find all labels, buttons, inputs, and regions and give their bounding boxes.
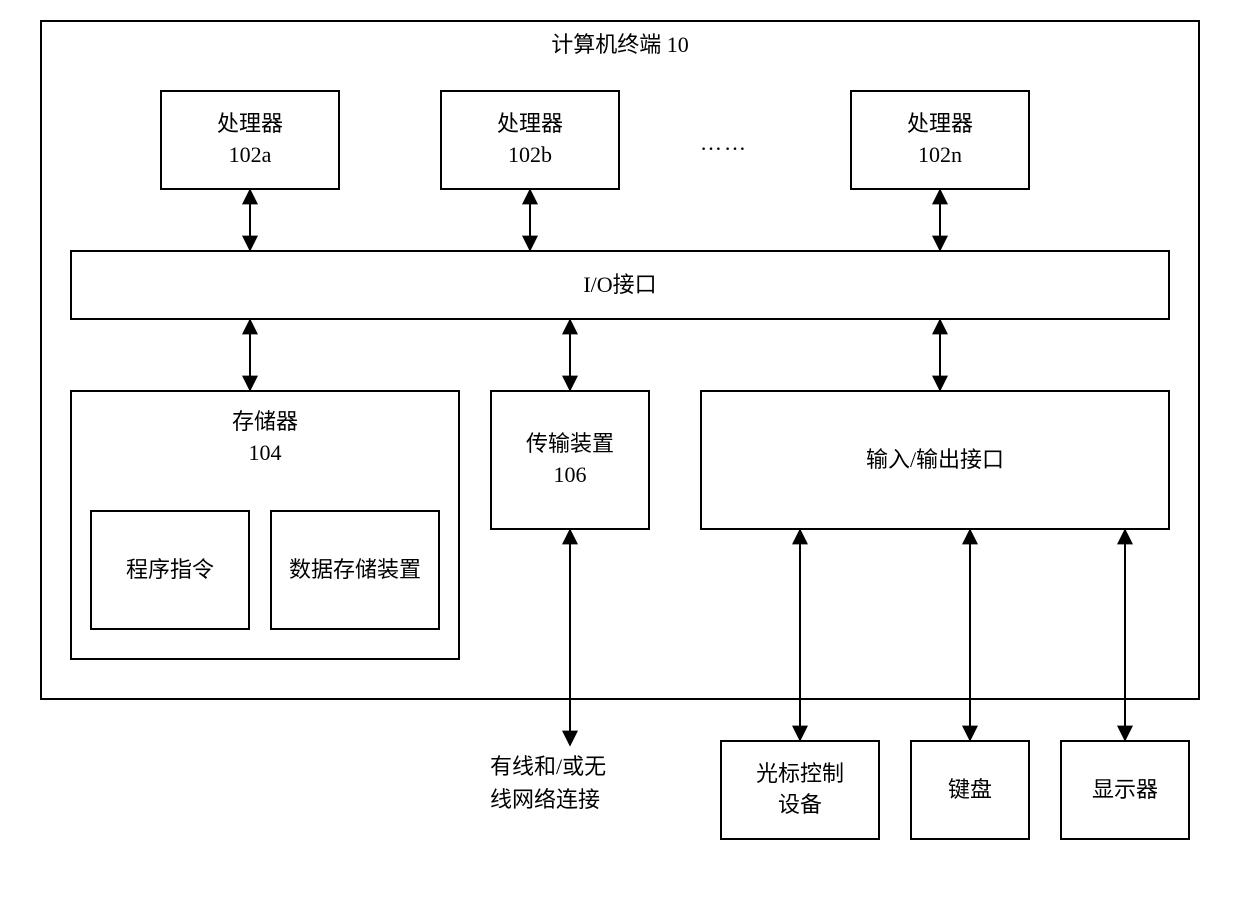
cursor-control-device: 光标控制 设备: [720, 740, 880, 840]
data-storage-label: 数据存储装置: [289, 555, 421, 586]
transmission-device-id: 106: [554, 460, 587, 491]
display: 显示器: [1060, 740, 1190, 840]
processor-b: 处理器 102b: [440, 90, 620, 190]
ellipsis: ……: [700, 130, 748, 156]
cursor-control-label1: 光标控制: [756, 759, 844, 790]
transmission-device: 传输装置 106: [490, 390, 650, 530]
processor-a-label: 处理器: [217, 109, 283, 140]
processor-a: 处理器 102a: [160, 90, 340, 190]
processor-n-label: 处理器: [907, 109, 973, 140]
network-connection-text: 有线和/或无 线网络连接: [490, 750, 700, 816]
keyboard: 键盘: [910, 740, 1030, 840]
block-diagram: 计算机终端 10 处理器 102a 处理器 102b 处理器 102n …… I…: [20, 20, 1220, 880]
processor-n: 处理器 102n: [850, 90, 1030, 190]
transmission-device-label: 传输装置: [526, 429, 614, 460]
outer-title: 计算机终端 10: [42, 30, 1198, 61]
processor-b-id: 102b: [508, 140, 552, 171]
processor-a-id: 102a: [229, 140, 272, 171]
io-port: 输入/输出接口: [700, 390, 1170, 530]
cursor-control-label2: 设备: [778, 790, 822, 821]
display-label: 显示器: [1092, 775, 1158, 806]
memory-label: 存储器: [232, 407, 298, 438]
data-storage: 数据存储装置: [270, 510, 440, 630]
keyboard-label: 键盘: [948, 775, 992, 806]
program-instructions-label: 程序指令: [126, 555, 214, 586]
processor-n-id: 102n: [918, 140, 962, 171]
io-interface: I/O接口: [70, 250, 1170, 320]
memory-id: 104: [249, 438, 282, 469]
processor-b-label: 处理器: [497, 109, 563, 140]
io-interface-label: I/O接口: [583, 270, 656, 301]
program-instructions: 程序指令: [90, 510, 250, 630]
io-port-label: 输入/输出接口: [866, 445, 1004, 476]
